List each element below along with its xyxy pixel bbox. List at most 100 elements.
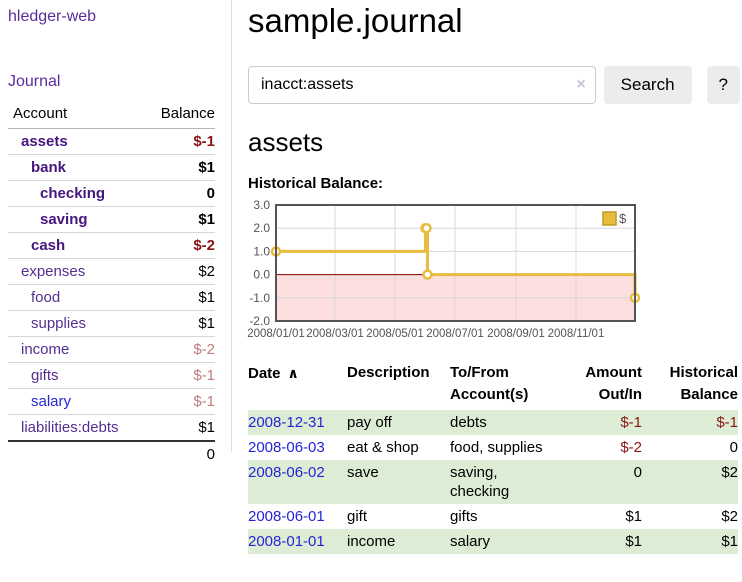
sidebar-item-journal[interactable]: Journal — [8, 73, 61, 90]
transaction-balance: $2 — [721, 464, 738, 481]
x-tick-label: 2008/11/01 — [548, 328, 605, 340]
register-col-description: Description — [347, 364, 430, 381]
transaction-amount: $-2 — [620, 439, 642, 456]
account-heading: assets — [248, 127, 324, 157]
transaction-description: gift — [347, 508, 368, 525]
account-link[interactable]: checking — [40, 185, 106, 202]
account-link[interactable]: bank — [31, 159, 67, 176]
account-balance: 0 — [142, 180, 215, 207]
y-tick-label: -2.0 — [249, 314, 270, 328]
transaction-balance: $1 — [721, 533, 738, 550]
y-tick-label: 3.0 — [253, 199, 270, 212]
transaction-date-link[interactable]: 2008-01-01 — [248, 533, 325, 550]
transaction-accounts: debts — [450, 414, 487, 431]
account-row: gifts $-1 — [8, 362, 215, 389]
account-balance: $1 — [142, 154, 215, 181]
transaction-row: 2008-01-01 income salary $1 $1 — [248, 529, 738, 554]
register-col-accounts: To/From Account(s) — [450, 364, 529, 403]
transaction-date-link[interactable]: 2008-06-03 — [248, 439, 325, 456]
account-balance: $1 — [142, 284, 215, 311]
accounts-total-value: 0 — [142, 440, 215, 467]
data-point — [421, 222, 432, 234]
x-tick-label: 2008/09/01 — [487, 328, 545, 340]
transaction-accounts: saving, checking — [450, 464, 510, 500]
x-tick-label: 2008/03/01 — [306, 328, 364, 340]
app-title-link[interactable]: hledger-web — [8, 8, 97, 25]
account-balance: $1 — [142, 206, 215, 233]
register-table: Date ∧ Description To/From Account(s) Amo… — [248, 360, 738, 554]
account-link[interactable]: food — [31, 289, 61, 306]
transaction-row: 2008-06-02 save saving, checking 0 $2 — [248, 460, 738, 504]
account-row: income $-2 — [8, 336, 215, 363]
account-balance: $-1 — [142, 362, 215, 389]
account-link[interactable]: income — [21, 341, 70, 358]
help-button[interactable]: ? — [706, 66, 740, 104]
main-panel: sample.journal × Search ? assets Histori… — [247, 0, 740, 554]
account-link[interactable]: saving — [40, 211, 88, 228]
account-row: supplies $1 — [8, 310, 215, 337]
transaction-row: 2008-06-03 eat & shop food, supplies $-2 0 — [248, 435, 738, 460]
account-row: expenses $2 — [8, 258, 215, 285]
account-link[interactable]: expenses — [21, 263, 86, 280]
accounts-col-balance: Balance — [142, 105, 215, 129]
transaction-accounts: gifts — [450, 508, 478, 525]
account-row: bank $1 — [8, 154, 215, 181]
account-link[interactable]: supplies — [31, 315, 87, 332]
account-link[interactable]: assets — [21, 133, 68, 150]
y-tick-label: 0.0 — [253, 268, 270, 282]
search-input-wrap: × — [248, 66, 596, 104]
sidebar: hledger-web Journal Account Balance asse… — [0, 0, 232, 467]
transaction-balance: $-1 — [716, 414, 738, 431]
account-balance: $-2 — [142, 336, 215, 363]
x-tick-label: 2008/01/01 — [247, 328, 305, 340]
chart-title: Historical Balance: — [248, 175, 384, 192]
transaction-accounts: food, supplies — [450, 439, 543, 456]
register-col-balance: Historical Balance — [669, 364, 738, 403]
search-form: × Search ? — [248, 66, 740, 104]
y-tick-label: 2.0 — [253, 221, 270, 235]
account-balance: $2 — [142, 258, 215, 285]
transaction-description: income — [347, 533, 396, 550]
register-col-amount: Amount Out/In — [585, 364, 642, 403]
legend-swatch — [602, 211, 617, 226]
transaction-date-link[interactable]: 2008-12-31 — [248, 414, 325, 431]
transaction-amount: $1 — [625, 533, 642, 550]
y-tick-label: 1.0 — [253, 244, 270, 258]
account-link[interactable]: salary — [31, 393, 72, 410]
x-tick-label: 2008/07/01 — [426, 328, 484, 340]
accounts-table: Account Balance assets $-1 bank $1 checking 0… — [8, 105, 215, 467]
transaction-amount: 0 — [633, 464, 642, 481]
account-balance: $-1 — [142, 388, 215, 415]
y-tick-label: -1.0 — [249, 291, 270, 305]
plot-border — [275, 204, 636, 322]
transaction-amount: $-1 — [620, 414, 642, 431]
accounts-col-account: Account — [8, 105, 143, 129]
transaction-description: eat & shop — [347, 439, 419, 456]
account-row: cash $-2 — [8, 232, 215, 259]
transaction-date-link[interactable]: 2008-06-01 — [248, 508, 325, 525]
account-balance: $-2 — [142, 232, 215, 259]
register-col-date: Date ∧ — [248, 365, 299, 382]
account-row: assets $-1 — [8, 129, 215, 155]
account-row: saving $1 — [8, 206, 215, 233]
account-balance: $1 — [142, 414, 215, 441]
search-input[interactable] — [248, 66, 596, 104]
transaction-accounts: salary — [450, 533, 491, 550]
transaction-description: pay off — [347, 414, 392, 431]
account-link[interactable]: liabilities:debts — [21, 419, 119, 436]
transaction-row: 2008-06-01 gift gifts $1 $2 — [248, 504, 738, 529]
account-link[interactable]: cash — [31, 237, 66, 254]
account-link[interactable]: gifts — [31, 367, 59, 384]
transaction-description: save — [347, 464, 379, 481]
transaction-date-link[interactable]: 2008-06-02 — [248, 464, 325, 481]
legend-label: $ — [619, 211, 627, 226]
account-row: food $1 — [8, 284, 215, 311]
accounts-total-row: 0 — [8, 440, 215, 467]
account-row: liabilities:debts $1 — [8, 414, 215, 441]
clear-search-icon[interactable]: × — [576, 76, 586, 93]
search-button[interactable]: Search — [603, 66, 692, 104]
sort-asc-icon: ∧ — [287, 365, 299, 381]
x-tick-label: 2008/05/01 — [366, 328, 424, 340]
transaction-balance: 0 — [729, 439, 738, 456]
